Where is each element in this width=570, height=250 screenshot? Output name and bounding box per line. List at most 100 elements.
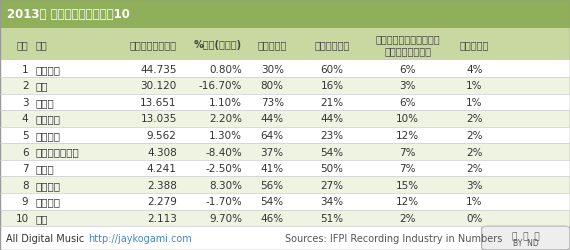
- Text: 7: 7: [22, 164, 29, 173]
- Bar: [0, 127, 570, 144]
- Text: 44%: 44%: [320, 114, 344, 124]
- Text: -16.70%: -16.70%: [199, 81, 242, 91]
- Bar: [0, 78, 570, 94]
- Text: 0.80%: 0.80%: [209, 64, 242, 74]
- Text: 73%: 73%: [260, 98, 284, 108]
- Text: シンクロ楽: シンクロ楽: [460, 40, 489, 50]
- Bar: [0, 160, 570, 177]
- Text: Ⓒ  ⓘ  Ⓢ: Ⓒ ⓘ Ⓢ: [512, 232, 540, 240]
- Text: 16%: 16%: [320, 81, 344, 91]
- Text: 2.279: 2.279: [147, 196, 177, 206]
- Bar: [0, 210, 570, 226]
- Text: 7%: 7%: [400, 164, 416, 173]
- Bar: [0, 61, 570, 78]
- Text: -1.70%: -1.70%: [206, 196, 242, 206]
- Bar: [0, 177, 570, 193]
- FancyBboxPatch shape: [482, 226, 570, 250]
- Text: 3%: 3%: [400, 81, 416, 91]
- Text: 国名: 国名: [36, 40, 48, 50]
- Bar: [0, 111, 570, 127]
- Text: 2%: 2%: [400, 213, 416, 223]
- Text: 2%: 2%: [466, 147, 483, 157]
- Text: 3: 3: [22, 98, 29, 108]
- Text: アメリカ: アメリカ: [36, 64, 61, 74]
- Bar: [0, 0, 570, 29]
- Text: 4%: 4%: [466, 64, 483, 74]
- Text: 6%: 6%: [400, 98, 416, 108]
- Bar: [0, 94, 570, 111]
- Text: 13.035: 13.035: [140, 114, 177, 124]
- Text: 54%: 54%: [260, 196, 284, 206]
- Text: 9: 9: [22, 196, 29, 206]
- Text: 8: 8: [22, 180, 29, 190]
- Text: 3%: 3%: [466, 180, 483, 190]
- Text: %推移(前年比): %推移(前年比): [194, 40, 242, 50]
- Text: 44%: 44%: [260, 114, 284, 124]
- Text: フィジカル: フィジカル: [258, 40, 287, 50]
- Text: 2.113: 2.113: [147, 213, 177, 223]
- Text: 37%: 37%: [260, 147, 284, 157]
- Text: 1.30%: 1.30%: [209, 130, 242, 140]
- Text: 2%: 2%: [466, 130, 483, 140]
- Text: ドイツ: ドイツ: [36, 98, 55, 108]
- Text: 10%: 10%: [396, 114, 419, 124]
- Text: 10: 10: [15, 213, 28, 223]
- Text: 総売上（億ドル）: 総売上（億ドル）: [130, 40, 177, 50]
- Text: 9.70%: 9.70%: [209, 213, 242, 223]
- Text: 2%: 2%: [466, 164, 483, 173]
- Text: 13.651: 13.651: [140, 98, 177, 108]
- Text: 6%: 6%: [400, 64, 416, 74]
- Text: 50%: 50%: [320, 164, 344, 173]
- Text: フランス: フランス: [36, 130, 61, 140]
- Text: 4.241: 4.241: [147, 164, 177, 173]
- Text: イギリス: イギリス: [36, 114, 61, 124]
- Text: 8.30%: 8.30%: [209, 180, 242, 190]
- Text: 44.735: 44.735: [140, 64, 177, 74]
- Text: BY  ND: BY ND: [513, 238, 539, 247]
- Text: 1%: 1%: [466, 81, 483, 91]
- Text: http://jaykogami.com: http://jaykogami.com: [88, 233, 192, 243]
- Text: 54%: 54%: [320, 147, 344, 157]
- Text: 46%: 46%: [260, 213, 284, 223]
- Text: 4.308: 4.308: [147, 147, 177, 157]
- Text: 12%: 12%: [396, 196, 419, 206]
- Text: ブラジル: ブラジル: [36, 196, 61, 206]
- Text: 2.388: 2.388: [147, 180, 177, 190]
- Text: 韓国: 韓国: [36, 213, 48, 223]
- Bar: [0, 193, 570, 210]
- Text: 21%: 21%: [320, 98, 344, 108]
- Text: 51%: 51%: [320, 213, 344, 223]
- Text: -2.50%: -2.50%: [206, 164, 242, 173]
- Bar: [0, 226, 570, 250]
- Text: 15%: 15%: [396, 180, 419, 190]
- Text: 0%: 0%: [466, 213, 483, 223]
- Text: 2013年 国別音楽売上トップ10: 2013年 国別音楽売上トップ10: [7, 8, 130, 21]
- Text: パフォーマンス・ライツ
（演奏権使用料）: パフォーマンス・ライツ （演奏権使用料）: [375, 34, 440, 56]
- Text: デジタル音楽: デジタル音楽: [315, 40, 349, 50]
- Text: 30.120: 30.120: [140, 81, 177, 91]
- Text: -8.40%: -8.40%: [206, 147, 242, 157]
- Text: 9.562: 9.562: [147, 130, 177, 140]
- Text: 5: 5: [22, 130, 29, 140]
- Text: 1%: 1%: [466, 196, 483, 206]
- Text: 1: 1: [22, 64, 29, 74]
- Text: 順位: 順位: [17, 40, 28, 50]
- Text: 27%: 27%: [320, 180, 344, 190]
- Text: 60%: 60%: [320, 64, 344, 74]
- Text: 6: 6: [22, 147, 29, 157]
- Text: 30%: 30%: [260, 64, 284, 74]
- Text: Sources: IFPI Recording Industry in Numbers: Sources: IFPI Recording Industry in Numb…: [285, 233, 502, 243]
- Text: 1.10%: 1.10%: [209, 98, 242, 108]
- Text: カナダ: カナダ: [36, 164, 55, 173]
- Text: 1%: 1%: [466, 98, 483, 108]
- Text: 7%: 7%: [400, 147, 416, 157]
- Bar: [0, 29, 570, 61]
- Text: All Digital Music: All Digital Music: [6, 233, 84, 243]
- Text: 2: 2: [22, 81, 29, 91]
- Text: 12%: 12%: [396, 130, 419, 140]
- Text: 23%: 23%: [320, 130, 344, 140]
- Text: イタリア: イタリア: [36, 180, 61, 190]
- Text: 2%: 2%: [466, 114, 483, 124]
- Text: 4: 4: [22, 114, 29, 124]
- Text: 80%: 80%: [260, 81, 284, 91]
